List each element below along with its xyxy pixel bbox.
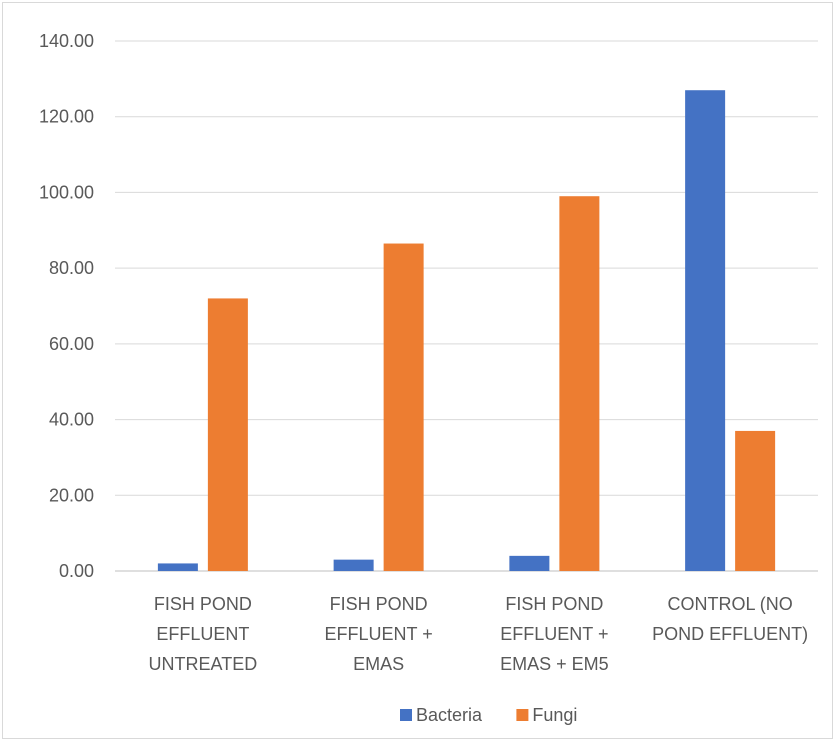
y-tick-label: 40.00 — [49, 410, 94, 430]
legend-label-bacteria: Bacteria — [416, 705, 483, 725]
bar-fungi — [559, 196, 600, 571]
bar-fungi — [383, 243, 424, 572]
category-label: EFFLUENT + — [500, 624, 608, 644]
legend-label-fungi: Fungi — [532, 705, 577, 725]
bars — [157, 90, 776, 572]
legend-swatch-fungi — [516, 709, 529, 721]
bar-bacteria — [509, 555, 550, 571]
y-tick-label: 80.00 — [49, 258, 94, 278]
y-axis-tick-labels: 0.00 20.00 40.00 60.00 80.00 100.00 120.00 140.… — [39, 31, 94, 581]
category-label: EMAS — [353, 654, 404, 674]
category-label: FISH POND — [330, 594, 428, 614]
category-label: FISH POND — [154, 594, 252, 614]
category-label: POND EFFLUENT) — [652, 624, 808, 644]
y-tick-label: 20.00 — [49, 485, 94, 505]
legend: Bacteria Fungi — [400, 705, 577, 725]
category-label: EMAS + EM5 — [500, 654, 609, 674]
bar-bacteria — [333, 559, 374, 571]
x-axis-category-labels: FISH POND EFFLUENT UNTREATED FISH POND EFFLU… — [149, 594, 809, 674]
y-tick-label: 120.00 — [39, 107, 94, 127]
bar-bacteria — [685, 90, 726, 571]
category-label: EFFLUENT + — [325, 624, 433, 644]
bar-fungi — [207, 298, 248, 571]
y-tick-label: 100.00 — [39, 182, 94, 202]
legend-swatch-bacteria — [400, 709, 412, 721]
category-label: EFFLUENT — [156, 624, 249, 644]
category-label: CONTROL (NO — [667, 594, 792, 614]
y-tick-label: 60.00 — [49, 334, 94, 354]
category-label: UNTREATED — [149, 654, 258, 674]
y-tick-label: 0.00 — [59, 561, 94, 581]
bar-bacteria — [157, 563, 198, 571]
y-tick-label: 140.00 — [39, 31, 94, 51]
category-label: FISH POND — [505, 594, 603, 614]
bar-fungi — [735, 430, 776, 571]
